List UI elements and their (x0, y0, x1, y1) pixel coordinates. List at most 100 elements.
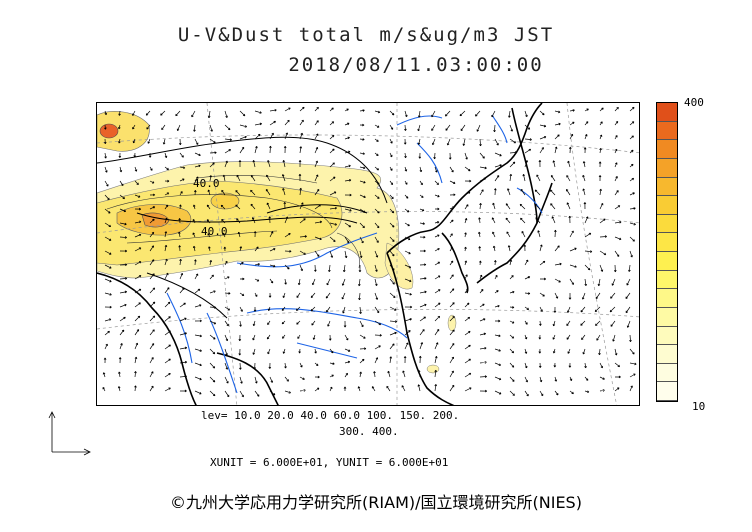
wind-arrow (494, 290, 499, 294)
wind-arrow (268, 362, 272, 369)
wind-arrow (449, 193, 456, 197)
wind-arrow (281, 306, 286, 311)
wind-arrow (509, 124, 514, 132)
wind-arrow (584, 134, 588, 140)
wind-arrow (314, 220, 323, 224)
wind-arrow (224, 138, 233, 141)
wind-arrow (149, 218, 155, 224)
wind-arrow (404, 342, 409, 350)
wind-arrow (584, 108, 589, 112)
wind-arrow (314, 160, 319, 168)
wind-arrow (359, 194, 366, 199)
wind-arrow (359, 236, 364, 244)
wind-arrow (611, 278, 616, 286)
wind-arrow (254, 110, 262, 114)
unit-scale-text: XUNIT = 6.000E+01, YUNIT = 6.000E+01 (210, 456, 449, 469)
wind-arrow (239, 362, 242, 370)
wind-arrow (329, 134, 335, 140)
wind-arrow (539, 292, 545, 297)
wind-arrow (343, 320, 347, 328)
wind-arrow (614, 190, 619, 196)
wind-arrow (581, 334, 586, 340)
wind-arrow (178, 245, 181, 252)
wind-arrow (389, 124, 394, 130)
wind-arrow (566, 202, 571, 210)
wind-arrow (209, 138, 216, 144)
wind-arrow (449, 288, 455, 294)
wind-arrow (359, 208, 366, 213)
wind-arrow (404, 124, 407, 131)
wind-arrow (599, 218, 606, 224)
wind-arrow (374, 250, 379, 258)
wind-arrow (614, 362, 620, 368)
wind-arrow (479, 289, 484, 294)
wind-arrow (220, 204, 226, 210)
wind-arrow (251, 217, 256, 224)
wind-arrow (404, 264, 412, 269)
contour-label-1: 40.0 (193, 177, 220, 190)
wind-arrow (479, 177, 487, 182)
wind-arrow (342, 264, 346, 273)
wind-arrow (148, 152, 152, 158)
dust-source-nw-core (99, 123, 119, 139)
wind-arrow (118, 124, 121, 130)
wind-arrow (209, 376, 216, 383)
wind-arrow (509, 138, 517, 144)
wind-arrow (491, 110, 496, 118)
wind-arrow (284, 390, 291, 394)
wind-arrow (449, 356, 454, 364)
wind-arrow (599, 235, 607, 238)
wind-arrow (282, 348, 286, 354)
wind-arrow (134, 220, 142, 224)
wind-arrow (535, 217, 541, 224)
wind-arrow (519, 203, 526, 210)
wind-arrow (434, 207, 440, 211)
wind-arrow (584, 362, 587, 369)
wind-arrow (464, 218, 468, 224)
wind-arrow (521, 230, 526, 238)
wind-arrow (464, 330, 471, 336)
wind-arrow (299, 389, 306, 392)
wind-arrow (614, 220, 622, 224)
wind-arrow (629, 348, 635, 355)
wind-arrow (329, 222, 338, 226)
wind-arrow (614, 236, 622, 241)
wind-arrow (434, 355, 438, 364)
wind-arrow (104, 180, 109, 187)
wind-arrow (224, 306, 231, 311)
wind-arrow (553, 362, 557, 368)
wind-arrow (328, 334, 332, 341)
wind-arrow (134, 342, 139, 350)
wind-arrow (194, 376, 202, 381)
wind-arrow (374, 222, 380, 229)
wind-arrow (134, 180, 139, 185)
wind-arrow (164, 344, 171, 350)
wind-arrow (298, 173, 302, 182)
wind-arrow (523, 244, 527, 252)
wind-arrow (449, 166, 454, 173)
wind-arrow (326, 306, 331, 313)
wind-arrow (103, 357, 107, 364)
wind-arrow (224, 390, 230, 398)
wind-arrow (374, 278, 378, 287)
wind-arrow (284, 232, 291, 238)
wind-arrow (222, 174, 226, 182)
wind-arrow (358, 292, 361, 301)
wind-arrow (104, 124, 107, 130)
wind-arrow (164, 204, 169, 210)
wind-arrow (389, 152, 393, 158)
wind-arrow (446, 138, 451, 146)
wind-arrow (594, 306, 601, 312)
wind-arrow (329, 191, 337, 196)
wind-arrow (269, 108, 277, 112)
wind-arrow (102, 372, 106, 378)
wind-arrow (250, 175, 256, 182)
wind-arrow (134, 385, 137, 392)
wind-arrow (509, 161, 516, 168)
wind-arrow (164, 231, 168, 238)
coastlines (97, 103, 553, 405)
wind-arrow (374, 306, 380, 314)
wind-arrow (629, 222, 636, 226)
wind-arrow (283, 201, 287, 210)
wind-arrow (374, 166, 379, 171)
